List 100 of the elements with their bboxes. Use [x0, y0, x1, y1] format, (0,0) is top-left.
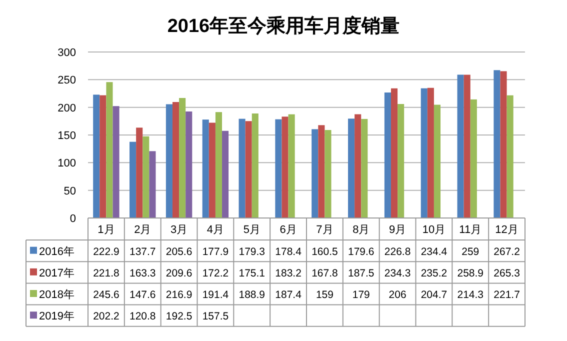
- bar: [112, 106, 120, 218]
- legend-label: 2019年: [39, 310, 74, 323]
- data-label: 214.3: [457, 289, 484, 301]
- data-label: 187.5: [348, 267, 374, 280]
- bar: [348, 118, 355, 218]
- y-tick-label: 50: [64, 185, 76, 198]
- bar: [222, 130, 229, 218]
- y-tick-label: 200: [58, 102, 76, 114]
- data-label: 159: [316, 289, 334, 301]
- data-label: 206: [388, 289, 406, 301]
- bar: [457, 74, 464, 218]
- bar: [252, 113, 258, 218]
- data-label: 183.2: [275, 267, 302, 280]
- x-tick-label: 2月: [134, 224, 152, 236]
- data-label: 202.2: [93, 310, 120, 323]
- bar: [384, 92, 391, 218]
- data-label: 205.6: [166, 246, 192, 258]
- data-label: 209.6: [166, 267, 192, 280]
- x-tick-label: 6月: [280, 224, 297, 236]
- data-label: 222.9: [93, 246, 120, 258]
- x-tick-label: 1月: [98, 224, 115, 236]
- data-label: 177.9: [202, 246, 229, 258]
- x-tick-label: 10月: [422, 224, 446, 236]
- bar: [494, 70, 500, 218]
- data-label: 267.2: [494, 246, 520, 258]
- y-tick-label: 100: [58, 158, 76, 170]
- bar: [136, 128, 143, 218]
- bar: [166, 104, 172, 218]
- bar: [238, 118, 246, 218]
- bar: [282, 116, 288, 218]
- data-label: 259: [462, 246, 480, 258]
- data-label: 188.9: [238, 289, 266, 301]
- bar: [179, 98, 186, 218]
- data-label: 258.9: [457, 267, 484, 280]
- bar: [130, 142, 136, 218]
- bar: [312, 129, 318, 218]
- legend-label: 2018年: [39, 289, 74, 301]
- x-tick-label: 7月: [316, 224, 334, 236]
- data-label: 157.5: [202, 310, 229, 323]
- bar: [106, 82, 113, 218]
- data-label: 221.8: [93, 267, 120, 280]
- data-label: 120.8: [129, 310, 156, 323]
- data-label: 192.5: [166, 310, 192, 323]
- bar: [434, 104, 441, 218]
- data-label: 137.7: [129, 246, 156, 258]
- data-label: 265.3: [494, 267, 520, 280]
- bar: [245, 121, 252, 218]
- data-label: 179: [352, 289, 370, 301]
- x-tick-label: 8月: [352, 224, 370, 236]
- data-label: 245.6: [93, 289, 120, 301]
- x-tick-label: 3月: [170, 224, 188, 236]
- bar: [500, 71, 507, 218]
- y-tick-label: 250: [58, 74, 76, 87]
- legend-label: 2016年: [39, 246, 74, 258]
- data-label: 216.9: [166, 289, 192, 301]
- data-label: 172.2: [202, 267, 229, 280]
- chart-title: 2016年至今乘用车月度销量: [167, 15, 400, 37]
- x-tick-label: 4月: [206, 224, 224, 236]
- bar: [420, 88, 428, 218]
- bar: [506, 95, 514, 218]
- bar: [354, 114, 362, 218]
- bar: [202, 120, 209, 218]
- bar: [149, 151, 156, 218]
- data-label: 147.6: [129, 289, 156, 301]
- y-tick-label: 300: [58, 47, 76, 59]
- x-tick-label: 11月: [459, 224, 482, 236]
- bar: [275, 119, 282, 218]
- bar: [427, 88, 434, 218]
- x-tick-label: 12月: [495, 224, 518, 236]
- bar: [470, 99, 477, 218]
- bar: [288, 114, 295, 218]
- bar: [361, 118, 368, 218]
- bar: [142, 136, 150, 218]
- data-label: 175.1: [238, 267, 266, 280]
- data-label: 178.4: [275, 246, 302, 258]
- data-label: 179.6: [348, 246, 374, 258]
- data-label: 234.3: [384, 267, 411, 280]
- bar: [318, 125, 325, 218]
- bar: [208, 122, 216, 218]
- bar: [93, 94, 100, 218]
- data-label: 221.7: [494, 289, 520, 301]
- data-label: 191.4: [202, 289, 229, 301]
- data-label: 167.8: [312, 267, 338, 280]
- data-label: 187.4: [275, 289, 302, 301]
- x-tick-label: 5月: [243, 224, 260, 236]
- data-label: 163.3: [129, 267, 156, 280]
- data-label: 204.7: [420, 289, 448, 301]
- data-label: 160.5: [312, 246, 338, 258]
- bar: [464, 74, 470, 218]
- x-tick-label: 9月: [388, 224, 406, 236]
- bar: [186, 111, 192, 218]
- bar: [398, 104, 404, 218]
- data-label: 234.4: [420, 246, 448, 258]
- data-label: 179.3: [238, 246, 266, 258]
- bar: [172, 102, 180, 218]
- data-label: 235.2: [420, 267, 448, 280]
- legend-label: 2017年: [39, 267, 74, 280]
- y-tick-label: 0: [70, 213, 76, 225]
- bar: [324, 130, 332, 218]
- data-label: 226.8: [384, 246, 411, 258]
